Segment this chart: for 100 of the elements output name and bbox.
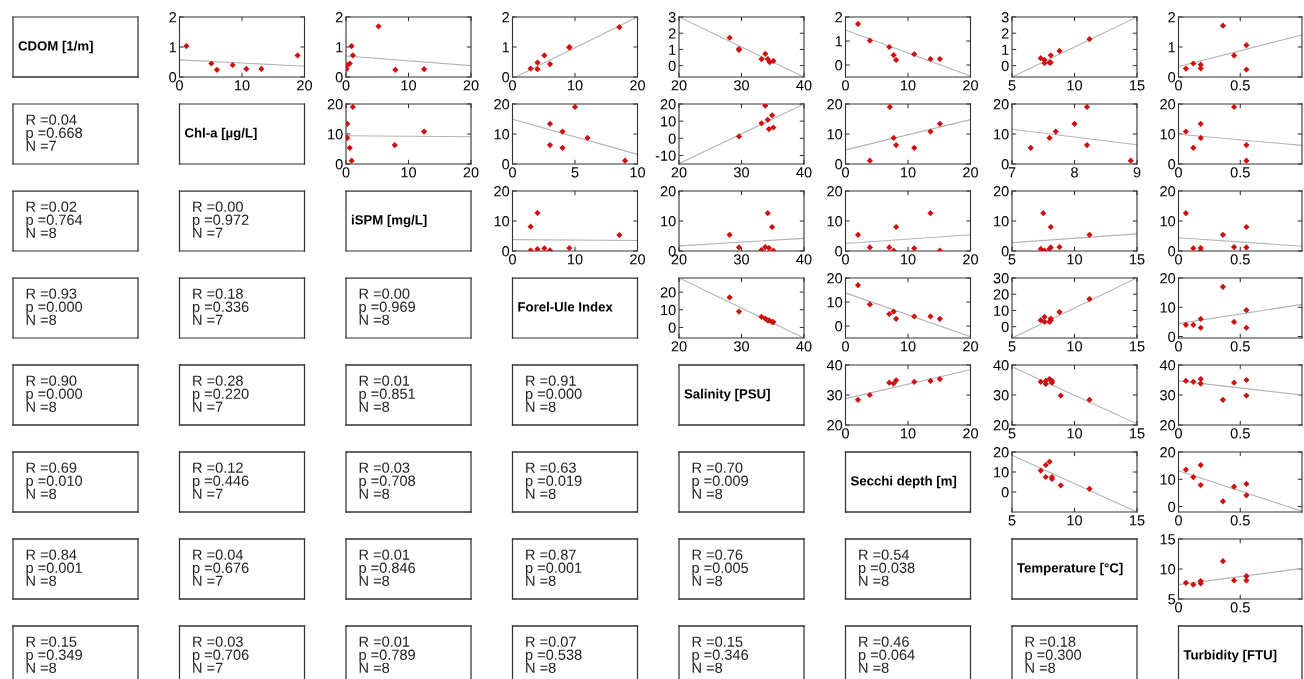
x-tick-label: 15 <box>1130 80 1145 91</box>
y-tick-label: 10 <box>994 216 1009 227</box>
x-tick-label: 8 <box>1071 167 1078 178</box>
y-tick-label: 0 <box>1001 487 1009 498</box>
y-tick-label: 0 <box>502 72 510 83</box>
y-tick-label: 20 <box>827 99 843 110</box>
x-tick-label: 10 <box>901 254 916 265</box>
x-tick-label: 40 <box>796 80 812 91</box>
x-tick-label: 30 <box>733 167 750 178</box>
y-tick-label: 10 <box>494 129 510 140</box>
y-tick-label: 20 <box>494 99 510 110</box>
x-tick-label: 0.5 <box>1230 602 1250 613</box>
y-tick-label: 2 <box>835 12 842 23</box>
y-tick-label: 10 <box>661 304 676 316</box>
y-tick-label: 20 <box>827 273 843 284</box>
y-tick-label: 1 <box>669 44 676 55</box>
text: Salinity [PSU] <box>684 388 770 402</box>
text: R =0.04 p =0.668 N =7 <box>26 114 83 151</box>
text: R =0.28 p =0.220 N =7 <box>192 375 249 412</box>
text: R =0.00 p =0.969 N =8 <box>359 288 415 325</box>
x-tick-label: 15 <box>1130 254 1145 265</box>
x-tick-label: 10 <box>901 80 916 91</box>
x-tick-label: 40 <box>796 341 812 352</box>
y-tick-label: 10 <box>328 129 343 140</box>
y-tick-label: 20 <box>660 99 676 110</box>
text: R =0.93 p =0.000 N =8 <box>26 288 83 325</box>
y-tick-label: 10 <box>1160 129 1176 140</box>
text: R =0.01 p =0.851 N =8 <box>359 375 415 412</box>
text: R =0.04 p =0.676 N =7 <box>192 549 249 586</box>
y-tick-label: 20 <box>1160 99 1176 110</box>
y-tick-label: 20 <box>1160 186 1176 197</box>
text: R =0.03 p =0.706 N =7 <box>192 636 249 673</box>
text: R =0.91 p =0.000 N =8 <box>525 375 582 412</box>
x-tick-label: 15 <box>1130 515 1145 526</box>
y-tick-label: 0 <box>169 72 177 83</box>
x-tick-label: 30 <box>733 254 750 265</box>
x-tick-label: 20 <box>630 254 646 265</box>
text: Secchi depth [m] <box>850 475 957 489</box>
x-tick-label: 5 <box>1008 254 1016 265</box>
y-tick-label: 0 <box>1001 246 1009 257</box>
x-tick-label: 10 <box>401 167 417 178</box>
text: Temperature [°C] <box>1017 562 1123 576</box>
y-tick-label: 0 <box>1001 321 1009 333</box>
text: R =0.01 p =0.846 N =8 <box>359 549 416 586</box>
x-tick-label: 20 <box>963 254 979 265</box>
text: Chl-a [µg/L] <box>185 127 257 141</box>
text: R =0.15 p =0.346 N =8 <box>692 636 749 673</box>
x-tick-label: 0.5 <box>1230 341 1250 352</box>
y-tick-label: 10 <box>1160 216 1176 227</box>
y-tick-label: 2 <box>335 12 343 23</box>
x-tick-label: 7 <box>1008 167 1016 178</box>
y-tick-label: 0 <box>1001 159 1009 170</box>
text: R =0.18 p =0.300 N =8 <box>1025 636 1082 673</box>
y-tick-label: 40 <box>993 360 1009 371</box>
y-tick-label: 20 <box>993 99 1009 110</box>
text: R =0.87 p =0.001 N =8 <box>525 549 582 586</box>
y-tick-label: 20 <box>993 289 1009 300</box>
y-tick-label: 0 <box>835 60 843 71</box>
x-tick-label: 9 <box>1133 167 1141 178</box>
x-tick-label: 10 <box>630 167 646 178</box>
y-tick-label: 10 <box>661 116 676 127</box>
x-tick-label: 40 <box>796 254 812 265</box>
y-tick-label: 10 <box>1160 564 1176 575</box>
x-tick-label: 5 <box>1008 515 1016 526</box>
y-tick-label: 10 <box>994 467 1009 478</box>
text: R =0.02 p =0.764 N =8 <box>26 201 83 238</box>
x-tick-label: 5 <box>1008 80 1016 91</box>
x-tick-label: 10 <box>901 428 916 439</box>
y-tick-label: 1 <box>169 42 177 53</box>
x-tick-label: 5 <box>1008 428 1016 439</box>
x-tick-label: 10 <box>235 80 250 91</box>
y-tick-label: 30 <box>993 273 1009 284</box>
y-tick-label: 0 <box>335 159 343 170</box>
y-tick-label: 20 <box>494 186 510 197</box>
text: R =0.54 p =0.038 N =8 <box>858 549 915 586</box>
y-tick-label: 10 <box>994 305 1009 316</box>
text: R =0.84 p =0.001 N =8 <box>26 549 82 586</box>
y-tick-label: 10 <box>1160 474 1176 485</box>
text: R =0.46 p =0.064 N =8 <box>858 636 915 673</box>
y-tick-label: 15 <box>1160 534 1176 545</box>
y-tick-label: 20 <box>1160 420 1176 431</box>
y-tick-label: 0 <box>1168 246 1176 257</box>
y-tick-label: 20 <box>993 420 1009 431</box>
x-tick-label: 20 <box>963 428 979 439</box>
x-tick-label: 0.5 <box>1230 80 1250 91</box>
text: R =0.07 p =0.538 N =8 <box>525 636 582 673</box>
x-tick-label: 15 <box>1130 428 1145 439</box>
text: R =0.01 p =0.789 N =8 <box>359 636 415 673</box>
text: R =0.15 p =0.349 N =8 <box>26 636 82 673</box>
y-tick-label: 0 <box>668 133 676 144</box>
x-tick-label: 20 <box>463 80 479 91</box>
text: R =0.70 p =0.009 N =8 <box>692 462 748 499</box>
x-tick-label: 10 <box>1067 80 1083 91</box>
x-tick-label: 10 <box>1067 428 1083 439</box>
y-tick-label: 0 <box>502 246 510 257</box>
y-tick-label: 10 <box>494 216 510 227</box>
x-tick-label: 0 <box>342 167 350 178</box>
y-tick-label: 3 <box>668 12 676 23</box>
y-tick-label: 0 <box>835 321 843 332</box>
x-tick-label: 5 <box>1008 341 1016 352</box>
